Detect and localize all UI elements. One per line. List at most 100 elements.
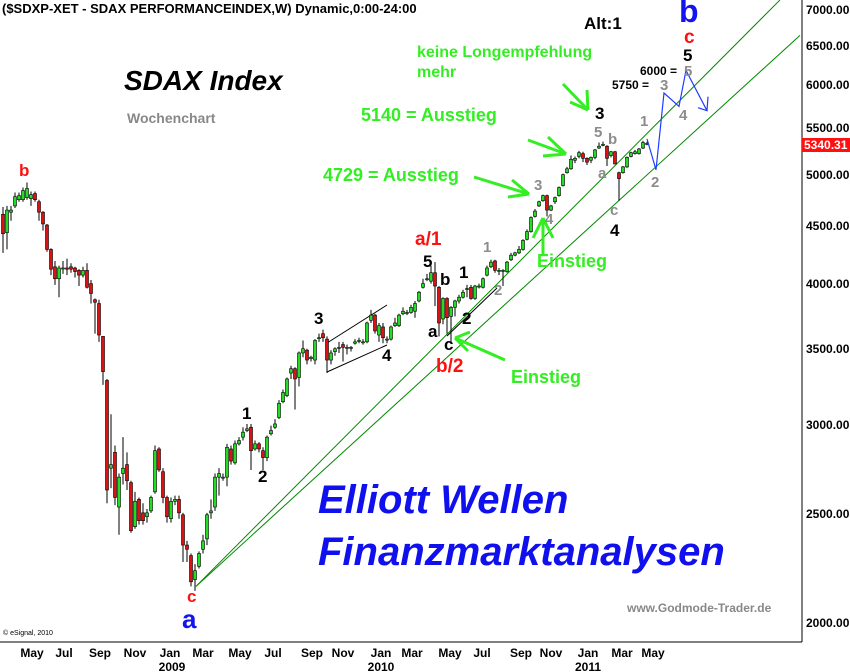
candle [109,414,113,489]
wave-2-mid: 2 [462,309,472,328]
candle-body [589,157,593,161]
candle-body [569,158,573,170]
candle-body [397,314,401,326]
brand-line-1: Elliott Wellen [318,478,569,522]
candle [633,149,637,155]
wave-gray-3: 3 [534,177,543,194]
candle-body [429,272,433,282]
candle-body [401,310,405,315]
candle-body [513,252,517,256]
candle-body [461,291,465,298]
candle [525,229,529,241]
candle [105,378,109,504]
candle-body [169,500,173,520]
x-tick-label: May [641,646,665,660]
wave-gray-b: b [608,131,618,148]
y-tick-label: 7000.00 [806,3,850,17]
candle-body [129,482,133,532]
candle-body [481,278,485,288]
candle-body [629,152,633,157]
candle-body [489,261,493,268]
candle-body [105,380,109,491]
channel-upper-line [326,304,388,344]
candle [521,239,525,251]
x-tick-label: Nov [539,646,563,660]
candle [5,205,9,250]
candle-body [121,467,125,474]
projection-1: 1 [640,113,649,130]
candle [125,452,129,490]
candle [373,313,377,334]
wave-a-mid: a [428,322,438,341]
candle-body [445,298,449,319]
candle-body [113,452,117,498]
projection-arrowhead [697,96,709,112]
website-link[interactable]: www.Godmode-Trader.de [627,601,772,615]
candle-body [633,151,637,154]
candle [445,297,449,334]
wave-gray-a: a [598,165,607,182]
candle-body [241,431,245,438]
wave-5: 5 [423,252,433,271]
x-tick-label: Jul [473,646,491,660]
candle [605,145,609,166]
y-tick-label: 3500.00 [806,342,850,357]
candle-body [441,298,445,320]
candle-body [281,392,285,403]
candle [297,351,301,387]
projection-path [646,68,709,170]
x-tick-label: Jan [577,646,599,660]
candle-body [541,195,545,202]
candle-body [305,349,309,361]
candle-body [405,312,409,314]
green-arrows [453,82,590,362]
candle [205,512,209,546]
candle-body [21,190,25,201]
candle [313,339,317,365]
candle-body [641,142,645,149]
candle-body [337,347,341,349]
candle-body [593,149,597,158]
x-tick-label: Sep [509,646,533,660]
candle-body [289,368,293,374]
projection-5: 5 [684,63,693,80]
candle [509,252,513,261]
candle-body [41,211,45,225]
candle-body [33,193,37,201]
candle [613,150,617,165]
candle [485,265,489,277]
candle [69,263,73,273]
candle [193,564,197,591]
candle-body [553,197,557,203]
candle [45,223,49,252]
candle [341,341,345,362]
candle [253,440,257,451]
no-long-label-1: keine Longempfehlung [417,44,593,61]
candle [401,307,405,316]
y-tick-label: 2500.00 [806,506,850,521]
candle-body [1,214,5,235]
candle-body [261,450,265,458]
candle [173,495,177,506]
entry-label-2: Einstieg [511,367,582,387]
wave-b-left: b [19,161,30,180]
y-tick-label: 4500.00 [806,219,850,234]
candle [365,321,369,344]
candle [569,155,573,170]
candle [433,262,437,307]
candle [157,447,161,472]
candle [1,206,5,253]
candle [353,339,357,345]
candle [405,309,409,316]
y-tick-label: 5500.00 [806,121,850,135]
candle-body [449,307,453,317]
candle [85,263,89,289]
candle-body [57,267,61,280]
candle [541,194,545,202]
entry-label-1: Einstieg [537,251,608,271]
candle-body [225,446,229,478]
candle [197,551,201,569]
candle-body [217,473,221,478]
candle-body [133,500,137,527]
candle-body [381,326,385,339]
